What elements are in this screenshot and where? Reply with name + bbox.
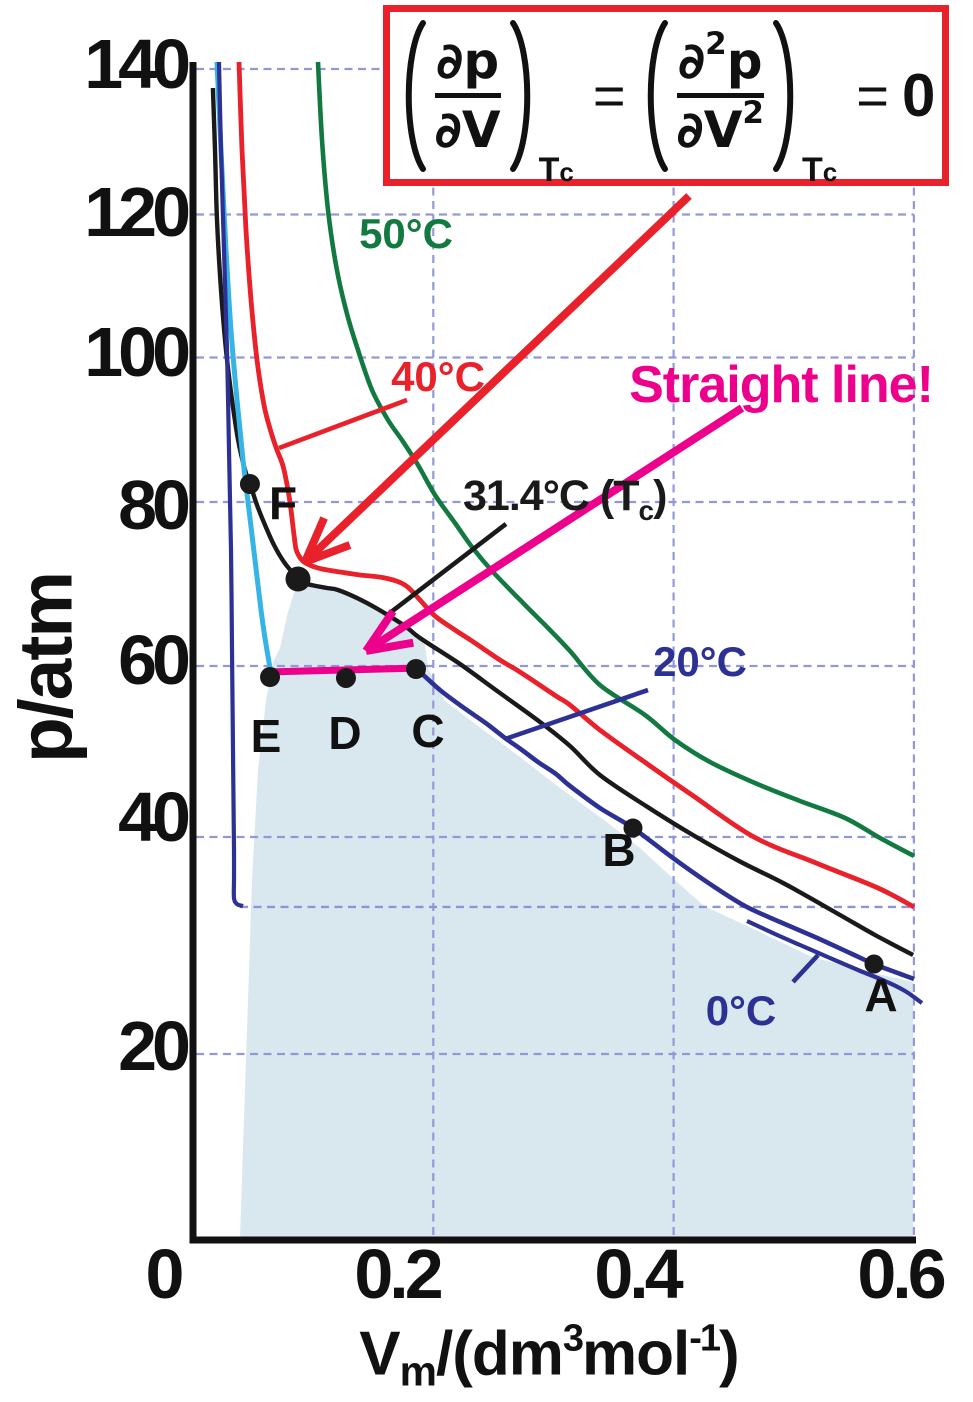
x-axis-title-sub-m: m: [399, 1347, 437, 1395]
arrow-straight-line-head-1: [365, 638, 414, 655]
curve-iso20g: [416, 668, 915, 982]
equation-close-paren-1: [509, 19, 530, 172]
x-tick-0: 0: [145, 1235, 185, 1313]
x-tick-0-4: 0.4: [594, 1235, 683, 1313]
equation-equals-1: =: [592, 64, 626, 127]
critical-point-equation: ∂ p ∂V Tc = ∂ 2 p ∂V 2 Tc = 0: [397, 19, 936, 189]
eq-partial-1: ∂: [436, 31, 464, 90]
close-paren-stroke: [773, 19, 794, 172]
leader-ldTc: [384, 522, 508, 618]
eq-dV-1: ∂V: [434, 101, 501, 159]
arrow-straight-line-head-0: [362, 609, 397, 654]
curve-iso40: [236, 61, 916, 910]
tc-label-sub: c: [638, 494, 654, 526]
eq-sub-T-1: T: [538, 150, 560, 189]
point-dot-C: [405, 658, 426, 679]
isotherm-label-50c: 50°C: [359, 210, 453, 257]
arrow-straight-line-shaft: [363, 404, 745, 655]
tc-label-end: ): [653, 472, 667, 521]
curve-iso0g: [746, 919, 924, 1005]
eq-sub-c-2: c: [822, 156, 838, 187]
point-label-F: F: [268, 477, 298, 529]
critical-point-equation-box: ∂ p ∂V Tc = ∂ 2 p ∂V 2 Tc = 0: [383, 5, 949, 189]
equation-open-paren-1: [405, 19, 426, 172]
eq-p-2: p: [726, 31, 763, 90]
point-label-A: A: [864, 969, 898, 1021]
y-tick-60: 60: [118, 621, 191, 699]
eq-sub-c-1: c: [559, 156, 574, 187]
curve-iso0l: [216, 61, 244, 909]
open-paren-stroke: [405, 19, 426, 172]
isotherm-label-20c: 20°C: [653, 638, 747, 685]
x-axis-title-close: ): [719, 1319, 740, 1389]
eq-frac1-denominator: ∂V: [435, 104, 501, 157]
x-axis-title-sup-minus1: -1: [689, 1317, 721, 1360]
curve-iso50: [315, 61, 916, 859]
eq-frac1-bar: [434, 93, 501, 98]
y-tick-100: 100: [84, 313, 191, 391]
open-paren-stroke: [647, 19, 668, 172]
equation-fraction-2: ∂ 2 p ∂V 2: [676, 28, 764, 159]
eq-frac2-bar: [676, 93, 764, 98]
point-dot-E: [260, 667, 281, 688]
eq-dV-2: ∂V: [676, 101, 743, 159]
tc-label-main: 31.4°C (T: [463, 472, 639, 521]
x-axis-title-V: V: [359, 1319, 400, 1389]
curve-isoTc: [210, 87, 915, 957]
point-label-D: D: [328, 707, 362, 759]
y-axis-title: p/atm: [3, 572, 88, 764]
eq-frac2-denominator: ∂V 2: [676, 98, 764, 159]
eq-p-1: p: [463, 31, 500, 90]
isotherm-label-40c: 40°C: [391, 353, 485, 400]
eq-frac1-numerator: ∂ p: [436, 31, 500, 90]
eq-sup-2b: 2: [742, 95, 764, 131]
y-tick-140: 140: [84, 25, 191, 103]
x-axis-title-mol: mol: [582, 1319, 690, 1389]
x-tick-0-2: 0.2: [354, 1235, 443, 1313]
point-label-B: B: [602, 824, 636, 876]
isotherm-label-0c: 0°C: [705, 987, 777, 1034]
leader-ldn0: [791, 953, 820, 984]
arrow-critical-head-1: [303, 541, 352, 566]
equation-subscript-Tc-1: Tc: [539, 151, 574, 190]
two-phase-region-fill: [240, 578, 914, 1238]
leader-ldn20: [504, 687, 649, 742]
equation-subscript-Tc-2: Tc: [802, 151, 837, 190]
point-dot-critical: [285, 566, 311, 592]
leader-ldr40: [278, 397, 408, 451]
x-axis-title-sup-3: 3: [562, 1317, 584, 1360]
eq-frac2-numerator: ∂ 2 p: [677, 28, 763, 90]
point-dot-D: [335, 667, 356, 688]
isotherm-label-tc: 31.4°C (Tc): [463, 472, 667, 526]
eq-partial-2: ∂: [677, 31, 706, 90]
y-tick-80: 80: [118, 466, 191, 544]
y-tick-40: 40: [118, 778, 191, 856]
x-tick-0-6: 0.6: [857, 1235, 946, 1313]
equation-open-paren-2: [647, 19, 668, 172]
y-tick-120: 120: [84, 173, 191, 251]
straight-line-annotation: Straight line!: [629, 356, 934, 414]
point-dot-B: [623, 818, 643, 838]
eq-sub-T-2: T: [802, 150, 823, 189]
equation-close-paren-2: [773, 19, 794, 172]
point-dot-F: [239, 474, 260, 495]
equation-equals-2: =: [856, 64, 889, 127]
equation-fraction-1: ∂ p ∂V: [434, 31, 501, 157]
equation-zero: 0: [901, 62, 936, 129]
point-label-E: E: [250, 710, 282, 762]
close-paren-stroke: [509, 19, 530, 172]
x-axis-title-unit-open: /(dm: [436, 1319, 564, 1389]
eq-sup-2a: 2: [705, 25, 727, 62]
arrow-critical-head-0: [301, 516, 328, 564]
x-axis-title: Vm/(dm3mol-1): [359, 1317, 740, 1395]
y-tick-20: 20: [118, 1007, 191, 1085]
arrow-critical-shaft: [302, 193, 692, 565]
point-label-C: C: [411, 705, 445, 757]
point-dot-A: [864, 954, 884, 974]
